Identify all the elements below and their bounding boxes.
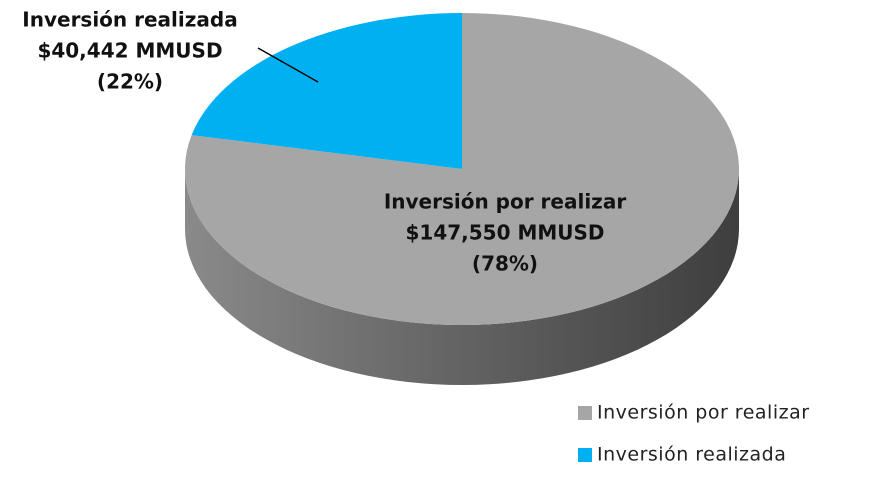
percent-label: (22%) bbox=[97, 70, 163, 94]
legend-swatch bbox=[578, 406, 592, 420]
slice-label: Inversión realizada bbox=[22, 8, 237, 32]
slice-side bbox=[185, 169, 739, 385]
pie bbox=[185, 13, 740, 385]
legend-label: Inversión por realizar bbox=[597, 402, 810, 424]
percent-label: (78%) bbox=[472, 252, 538, 276]
slice bbox=[191, 13, 462, 169]
value-label: $147,550 MMUSD bbox=[405, 221, 604, 245]
leader-line bbox=[257, 47, 319, 83]
slice-label: Inversión por realizar bbox=[384, 190, 627, 214]
value-label: $40,442 MMUSD bbox=[37, 39, 222, 63]
legend-label: Inversión realizada bbox=[597, 444, 786, 466]
slice bbox=[185, 13, 740, 325]
legend-swatch bbox=[578, 448, 592, 462]
